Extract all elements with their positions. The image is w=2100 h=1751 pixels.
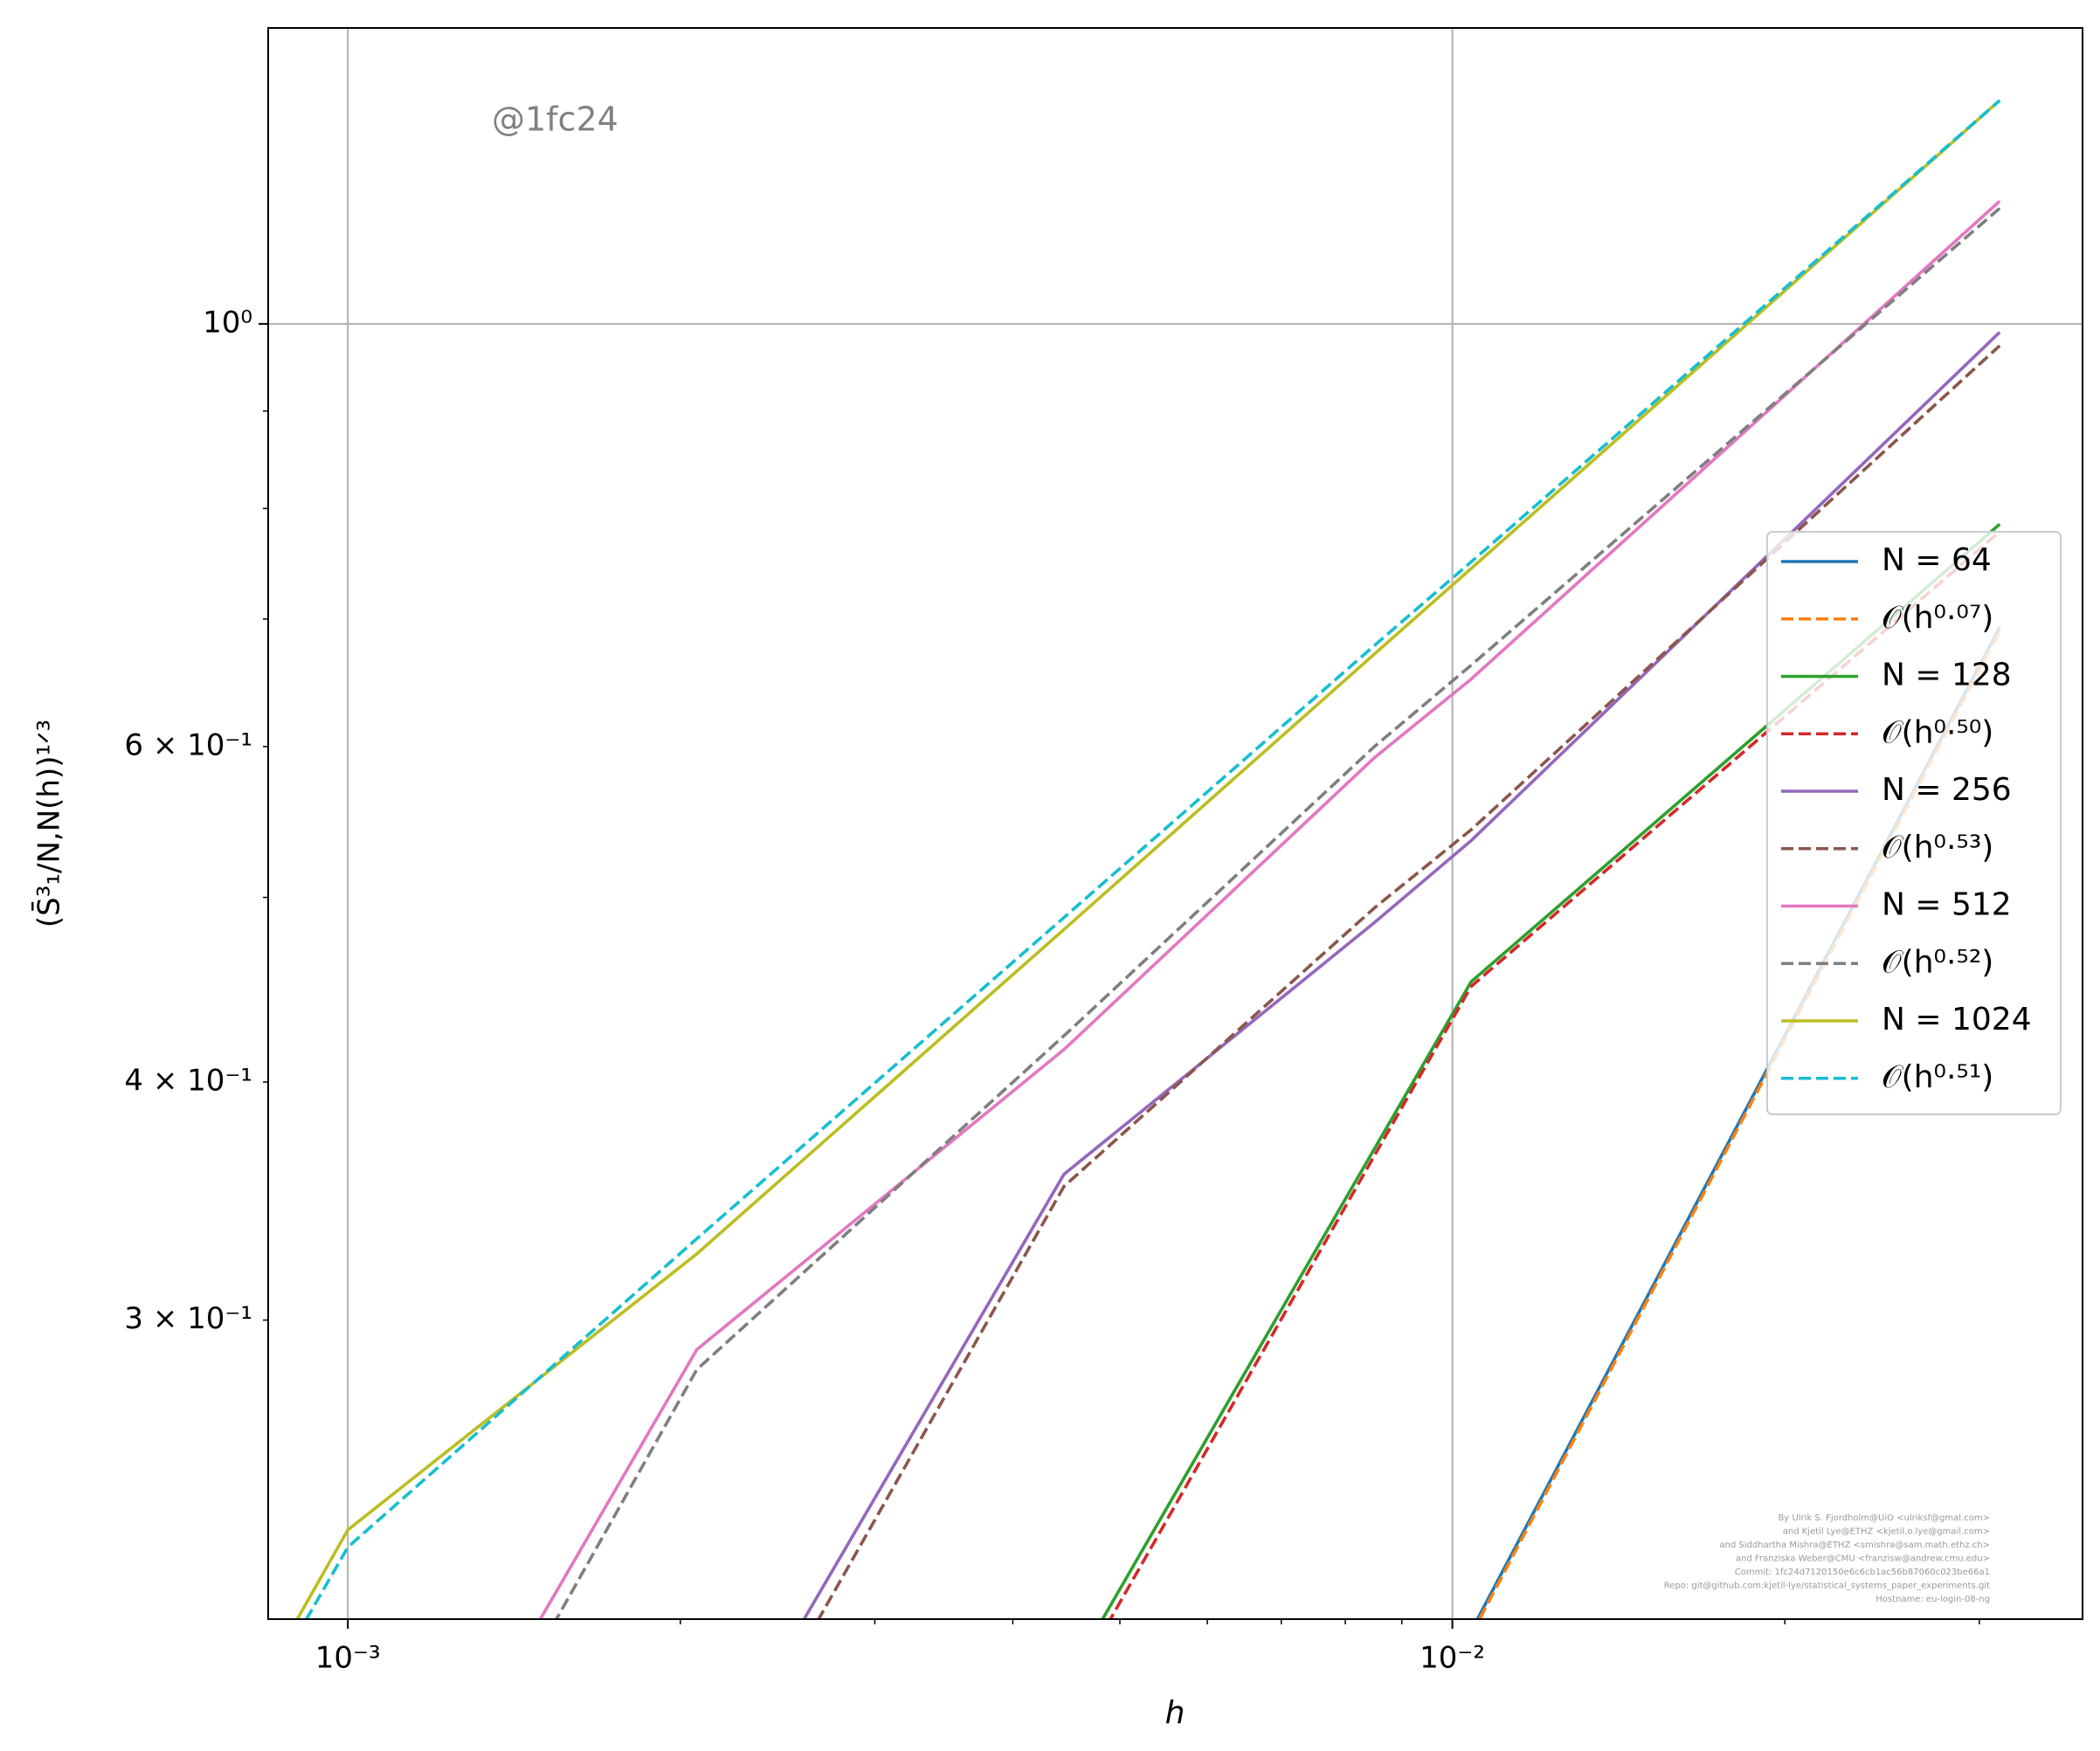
series-line	[1101, 522, 2001, 1619]
y-tick-label: 6 × 10⁻¹	[124, 727, 252, 762]
credit-line: Hostname: eu-login-08-ng	[1875, 1595, 1990, 1604]
y-tick-label: 3 × 10⁻¹	[124, 1301, 252, 1336]
y-axis-label: (S̄³₁/N,N(h))¹ᐟ³	[31, 720, 66, 927]
credit-line: By Ulrik S. Fjordholm@UiO <ulriksf@gmal.…	[1779, 1513, 1991, 1523]
series-line	[304, 99, 2001, 1619]
series-line	[802, 331, 2001, 1619]
y-tick-label: 4 × 10⁻¹	[124, 1063, 252, 1098]
credit-line: and Franziska Weber@CMU <franzisw@andrew…	[1736, 1555, 1990, 1564]
legend-label: N = 1024	[1882, 1002, 2032, 1038]
legend-label: 𝒪(h⁰·⁵¹)	[1882, 1059, 1993, 1095]
series-line	[1109, 530, 2001, 1619]
legend-label: N = 64	[1882, 542, 1992, 578]
legend-label: N = 512	[1882, 887, 2012, 923]
x-tick-label: 10⁻²	[1420, 1641, 1485, 1676]
credit-line: and Kjetil Lye@ETHZ <kjetil.o.lye@gmail.…	[1783, 1527, 1990, 1537]
series-line	[295, 99, 2001, 1619]
y-tick-label: 10⁰	[203, 305, 252, 340]
plot-area	[295, 99, 2001, 1619]
credit-line: Commit: 1fc24d7120150e6c6cb1ac56b87060c0…	[1735, 1568, 1990, 1577]
credit-line: and Siddhartha Mishra@ETHZ <smishra@sam.…	[1719, 1541, 1990, 1550]
plot-frame	[267, 27, 2083, 1620]
legend-label: N = 256	[1882, 772, 2012, 808]
series-line	[554, 207, 2001, 1619]
x-axis-label: h	[1165, 1695, 1185, 1731]
credit-line: Repo: git@github.com:kjetil-lye/statisti…	[1664, 1582, 1990, 1591]
legend-label: 𝒪(h⁰·⁰⁷)	[1882, 600, 1993, 636]
x-tick-label: 10⁻³	[315, 1641, 381, 1676]
legend-label: 𝒪(h⁰·⁵²)	[1882, 944, 1993, 980]
series-line	[538, 199, 2001, 1619]
series-line	[817, 344, 2001, 1619]
legend-label: 𝒪(h⁰·⁵³)	[1882, 830, 1993, 865]
watermark: @1fc24	[492, 100, 618, 139]
legend-label: 𝒪(h⁰·⁵⁰)	[1882, 714, 1993, 750]
legend-label: N = 128	[1882, 658, 2012, 693]
